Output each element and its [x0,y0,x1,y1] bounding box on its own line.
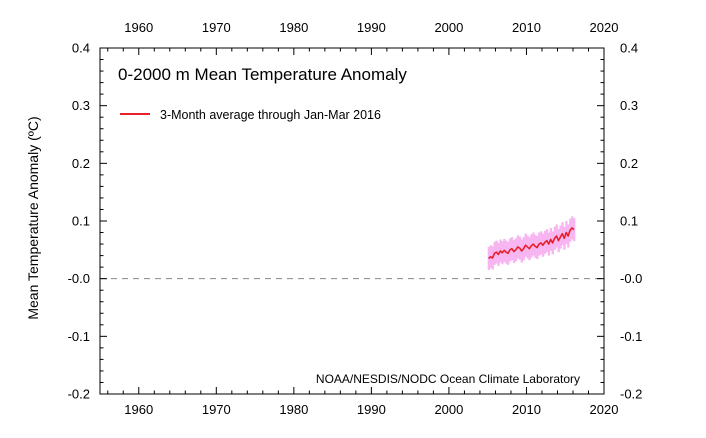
y-tick-label-right: 0.3 [620,98,638,113]
x-tick-label-bottom: 1980 [279,402,308,417]
y-tick-label-left: -0.2 [68,387,90,402]
y-tick-label-left: 0.3 [72,98,90,113]
y-tick-label-left: 0.1 [72,214,90,229]
series-line-layer [488,227,575,260]
uncertainty-band-segment [572,218,576,242]
legend-label: 3-Month average through Jan-Mar 2016 [160,108,381,122]
axis-ticks [100,47,605,395]
x-tick-label-top: 1970 [202,20,231,35]
x-tick-label-top: 2000 [434,20,463,35]
x-tick-label-top: 1980 [279,20,308,35]
y-tick-label-right: 0.1 [620,214,638,229]
x-tick-label-top: 1990 [357,20,386,35]
x-tick-label-bottom: 1960 [124,402,153,417]
x-tick-label-bottom: 1990 [357,402,386,417]
y-tick-label-left: -0.0 [68,271,90,286]
y-axis-label: Mean Temperature Anomaly (ºC) [25,116,41,319]
y-tick-label-left: 0.2 [72,156,90,171]
chart-title: 0-2000 m Mean Temperature Anomaly [118,65,407,84]
x-tick-label-bottom: 2000 [434,402,463,417]
y-tick-label-left: 0.4 [72,41,90,56]
y-tick-label-left: -0.1 [68,329,90,344]
series-line [488,227,575,260]
axis-tick-labels: 1960 1960 1970 1970 1980 1980 1990 1990 2000 2000… [68,20,643,417]
x-tick-label-bottom: 2020 [590,402,619,417]
x-tick-label-bottom: 1970 [202,402,231,417]
x-tick-label-top: 1960 [124,20,153,35]
y-tick-label-right: -0.0 [620,271,642,286]
x-tick-label-bottom: 2010 [512,402,541,417]
x-tick-label-top: 2020 [590,20,619,35]
y-tick-label-right: -0.1 [620,329,642,344]
x-tick-label-top: 2010 [512,20,541,35]
y-tick-label-right: 0.2 [620,156,638,171]
data-source-credit: NOAA/NESDIS/NODC Ocean Climate Laborator… [316,372,580,386]
y-tick-label-right: -0.2 [620,387,642,402]
y-tick-label-right: 0.4 [620,41,638,56]
